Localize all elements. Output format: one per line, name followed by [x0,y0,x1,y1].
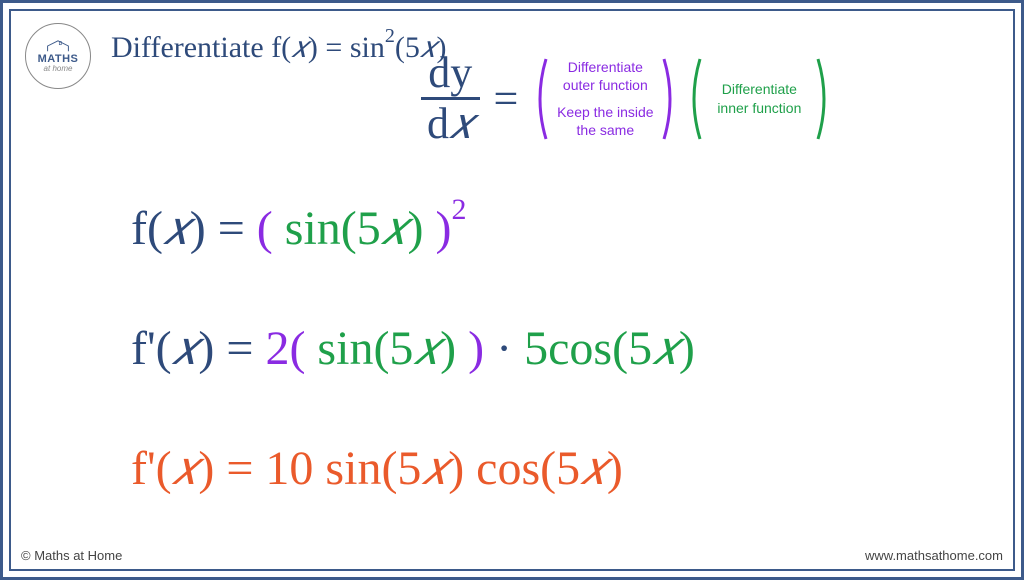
r2-lhs-x: 𝑥 [172,322,199,375]
equals-sign: = [494,73,519,124]
r1-inner-pre: sin(5 [273,202,381,255]
r2-deriv-x: 𝑥 [652,322,679,375]
r2-inner-x: 𝑥 [413,322,440,375]
r3-x1: 𝑥 [172,442,199,495]
r3-mid1: ) = 10 sin(5 [198,442,421,495]
title-var: 𝑥 [291,31,308,64]
r1-lhs-f: f( [131,202,163,255]
r1-lhs-x: 𝑥 [163,202,190,255]
r3-x3: 𝑥 [580,442,607,495]
r1-exp: 2 [451,193,466,226]
logo-badge: MATHS at home [25,23,91,89]
outer-bracket-group: Differentiate outer function Keep the in… [532,57,678,141]
r1-inner-close: ) [408,202,436,255]
r3-close: ) [607,442,623,495]
chain-rule-formula: dy d𝑥 = Differentiate outer function Kee… [421,51,832,146]
r2-deriv-close: ) [679,322,695,375]
r2-inner-pre: sin(5 [305,322,413,375]
r1-lparen: ( [257,202,273,255]
r1-lhs-close: ) = [190,202,257,255]
frac-num: dy [422,51,478,97]
logo-text-2: at home [44,65,73,73]
r2-inner-close: ) [440,322,468,375]
house-icon [45,39,71,53]
r2-lhs-f: f'( [131,322,172,375]
r2-dot: · [484,322,524,375]
inner-border: MATHS at home Differentiate f(𝑥) = sin2(… [9,9,1015,571]
frac-den-d: d [427,99,449,148]
page-title: Differentiate f(𝑥) = sin2(5𝑥) [111,29,447,65]
r2-outer2: ) [468,322,484,375]
equation-row-2: f'(𝑥) = 2( sin(5𝑥) ) · 5cos(5𝑥) [131,321,695,377]
r3-pre: f'( [131,442,172,495]
left-paren-icon [686,57,704,141]
title-after: (5 [395,31,420,64]
outer-text-2: Keep the inside the same [550,103,660,139]
frac-den-x: 𝑥 [449,99,474,148]
r3-mid2: ) cos(5 [448,442,580,495]
website-url: www.mathsathome.com [865,548,1003,563]
r2-outer1: 2( [265,322,305,375]
outer-border: MATHS at home Differentiate f(𝑥) = sin2(… [0,0,1024,580]
dy-dx-fraction: dy d𝑥 [421,51,480,146]
copyright-text: © Maths at Home [21,548,122,563]
right-paren-icon [660,57,678,141]
equation-row-3: f'(𝑥) = 10 sin(5𝑥) cos(5𝑥) [131,441,623,497]
inner-bracket-text: Differentiate inner function [704,80,814,116]
frac-den: d𝑥 [421,97,480,146]
r3-x2: 𝑥 [421,442,448,495]
r2-deriv-pre: 5cos(5 [524,322,652,375]
inner-bracket-group: Differentiate inner function [686,57,832,141]
equation-row-1: f(𝑥) = ( sin(5𝑥) )2 [131,201,466,257]
title-prefix: Differentiate f( [111,31,291,64]
title-sup: 2 [385,25,395,47]
r1-rparen: ) [436,202,452,255]
r1-inner-x: 𝑥 [381,202,408,255]
title-mid: ) = sin [308,31,385,64]
outer-text-1: Differentiate outer function [550,58,660,94]
left-paren-icon [532,57,550,141]
right-paren-icon [814,57,832,141]
r2-lhs-close: ) = [198,322,265,375]
outer-bracket-text: Differentiate outer function Keep the in… [550,58,660,139]
